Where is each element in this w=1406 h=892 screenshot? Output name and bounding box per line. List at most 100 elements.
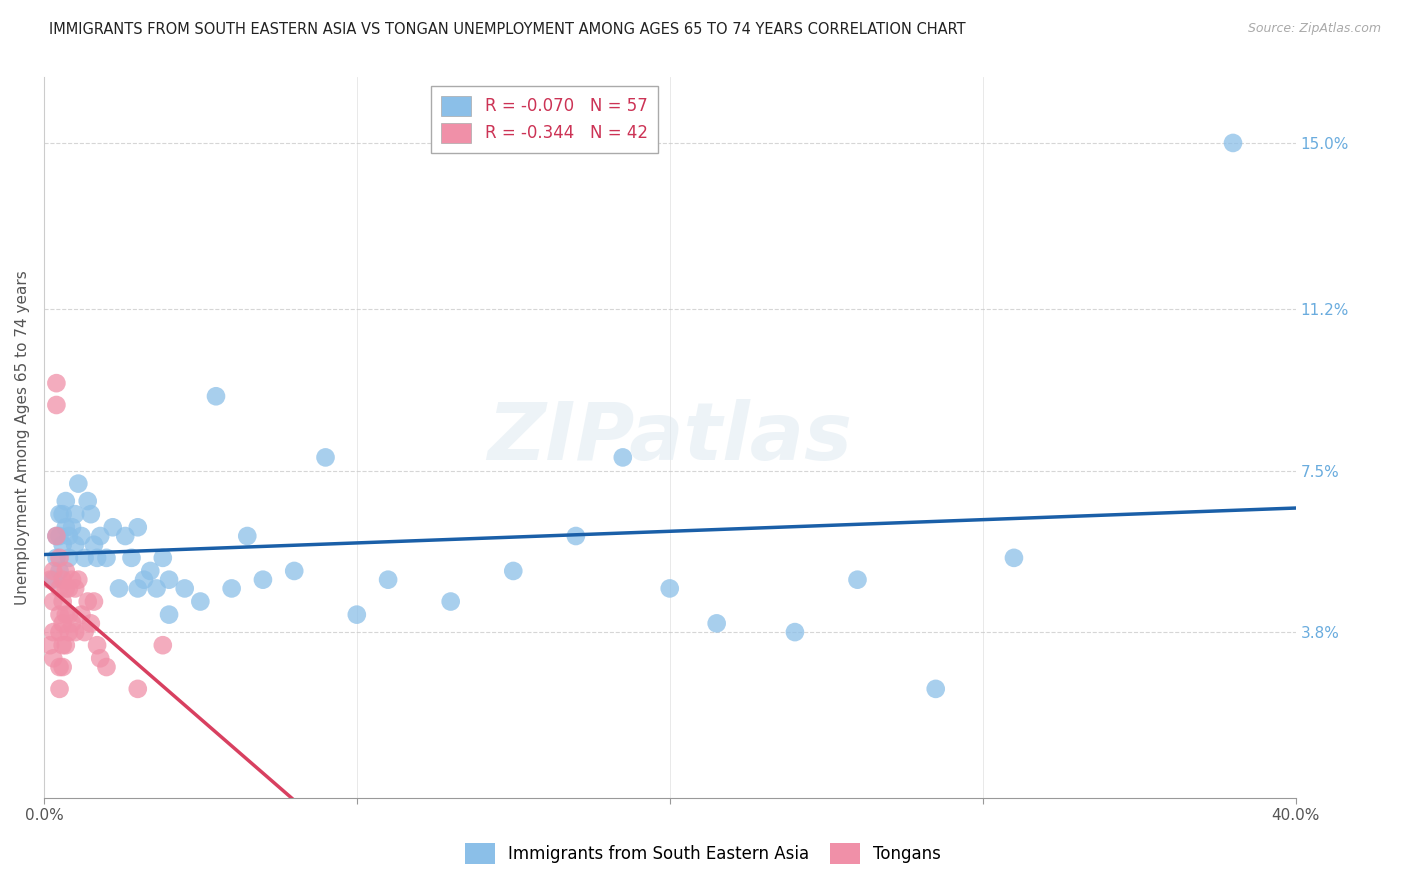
Point bbox=[96, 660, 118, 674]
Point bbox=[283, 564, 305, 578]
Point bbox=[73, 550, 96, 565]
Point bbox=[42, 594, 65, 608]
Point bbox=[502, 564, 524, 578]
Point bbox=[127, 582, 149, 596]
Point bbox=[783, 625, 806, 640]
Point bbox=[76, 594, 98, 608]
Point bbox=[58, 529, 80, 543]
Point bbox=[48, 550, 70, 565]
Point bbox=[55, 582, 77, 596]
Point bbox=[846, 573, 869, 587]
Point bbox=[86, 550, 108, 565]
Point bbox=[45, 376, 67, 391]
Point bbox=[86, 638, 108, 652]
Point bbox=[925, 681, 948, 696]
Point bbox=[139, 564, 162, 578]
Text: IMMIGRANTS FROM SOUTH EASTERN ASIA VS TONGAN UNEMPLOYMENT AMONG AGES 65 TO 74 YE: IMMIGRANTS FROM SOUTH EASTERN ASIA VS TO… bbox=[49, 22, 966, 37]
Point bbox=[114, 529, 136, 543]
Point bbox=[157, 573, 180, 587]
Point bbox=[108, 582, 131, 596]
Point bbox=[45, 529, 67, 543]
Point bbox=[70, 607, 93, 622]
Point bbox=[55, 564, 77, 578]
Point bbox=[89, 651, 111, 665]
Point bbox=[89, 529, 111, 543]
Point bbox=[565, 529, 588, 543]
Point bbox=[39, 573, 62, 587]
Point bbox=[157, 607, 180, 622]
Point bbox=[70, 529, 93, 543]
Point bbox=[76, 494, 98, 508]
Point bbox=[236, 529, 259, 543]
Point bbox=[58, 607, 80, 622]
Point bbox=[145, 582, 167, 596]
Point bbox=[48, 660, 70, 674]
Point bbox=[83, 538, 105, 552]
Point bbox=[346, 607, 368, 622]
Point bbox=[60, 573, 83, 587]
Point bbox=[60, 520, 83, 534]
Point bbox=[80, 616, 103, 631]
Text: Source: ZipAtlas.com: Source: ZipAtlas.com bbox=[1247, 22, 1381, 36]
Point bbox=[39, 638, 62, 652]
Point bbox=[127, 520, 149, 534]
Point bbox=[252, 573, 274, 587]
Point bbox=[60, 616, 83, 631]
Point bbox=[132, 573, 155, 587]
Point bbox=[67, 476, 90, 491]
Point bbox=[42, 625, 65, 640]
Point bbox=[83, 594, 105, 608]
Point bbox=[55, 520, 77, 534]
Point bbox=[52, 573, 75, 587]
Point bbox=[52, 616, 75, 631]
Point bbox=[48, 582, 70, 596]
Point bbox=[63, 625, 86, 640]
Point bbox=[63, 582, 86, 596]
Point bbox=[52, 660, 75, 674]
Point bbox=[173, 582, 195, 596]
Point bbox=[48, 564, 70, 578]
Point bbox=[45, 398, 67, 412]
Point bbox=[52, 538, 75, 552]
Point bbox=[52, 638, 75, 652]
Point bbox=[48, 681, 70, 696]
Point bbox=[67, 573, 90, 587]
Point bbox=[45, 550, 67, 565]
Point bbox=[55, 607, 77, 622]
Legend: Immigrants from South Eastern Asia, Tongans: Immigrants from South Eastern Asia, Tong… bbox=[458, 837, 948, 871]
Point bbox=[612, 450, 634, 465]
Point bbox=[52, 507, 75, 521]
Point bbox=[440, 594, 463, 608]
Point bbox=[221, 582, 243, 596]
Point bbox=[58, 550, 80, 565]
Point bbox=[658, 582, 681, 596]
Point bbox=[42, 564, 65, 578]
Point bbox=[48, 625, 70, 640]
Point bbox=[127, 681, 149, 696]
Point bbox=[48, 529, 70, 543]
Point bbox=[188, 594, 211, 608]
Point bbox=[80, 507, 103, 521]
Point bbox=[152, 638, 174, 652]
Point bbox=[52, 594, 75, 608]
Text: ZIPatlas: ZIPatlas bbox=[488, 399, 852, 476]
Point bbox=[121, 550, 143, 565]
Point bbox=[706, 616, 728, 631]
Point bbox=[377, 573, 399, 587]
Point bbox=[58, 582, 80, 596]
Legend: R = -0.070   N = 57, R = -0.344   N = 42: R = -0.070 N = 57, R = -0.344 N = 42 bbox=[432, 86, 658, 153]
Point bbox=[45, 529, 67, 543]
Point bbox=[315, 450, 337, 465]
Point bbox=[1222, 136, 1244, 150]
Y-axis label: Unemployment Among Ages 65 to 74 years: Unemployment Among Ages 65 to 74 years bbox=[15, 270, 30, 605]
Point bbox=[63, 538, 86, 552]
Point bbox=[42, 651, 65, 665]
Point bbox=[58, 625, 80, 640]
Point bbox=[48, 607, 70, 622]
Point bbox=[48, 507, 70, 521]
Point bbox=[152, 550, 174, 565]
Point bbox=[42, 573, 65, 587]
Point bbox=[55, 638, 77, 652]
Point bbox=[55, 494, 77, 508]
Point bbox=[73, 625, 96, 640]
